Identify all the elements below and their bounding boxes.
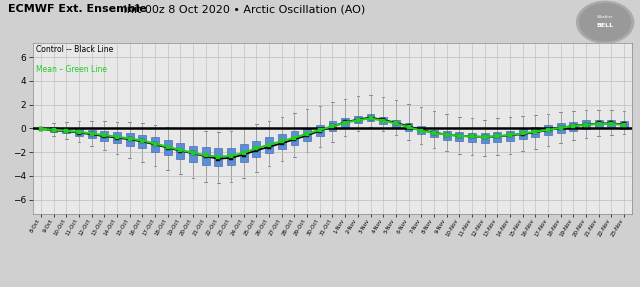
Bar [62, 128, 70, 133]
Text: Control -- Black Line: Control -- Black Line [36, 45, 113, 54]
Bar [151, 137, 159, 152]
Bar [125, 133, 134, 146]
Bar [468, 133, 476, 142]
Bar [88, 130, 95, 138]
Bar [518, 129, 527, 139]
Bar [570, 122, 577, 131]
Text: Weather: Weather [597, 15, 613, 19]
Bar [367, 115, 374, 121]
Text: BELL: BELL [596, 23, 614, 28]
Bar [544, 125, 552, 135]
Bar [75, 129, 83, 136]
Bar [316, 125, 324, 136]
Bar [177, 143, 184, 159]
Bar [607, 120, 615, 128]
Bar [430, 130, 438, 137]
Bar [303, 129, 311, 141]
Bar [37, 128, 45, 129]
Bar [443, 131, 451, 140]
Bar [531, 127, 540, 137]
Bar [455, 132, 463, 141]
Bar [620, 121, 628, 129]
Bar [240, 144, 248, 162]
Text: ECMWF Ext. Ensemble: ECMWF Ext. Ensemble [8, 4, 147, 14]
Bar [341, 118, 349, 127]
Bar [50, 127, 58, 132]
Bar [328, 121, 337, 131]
Bar [253, 141, 260, 157]
Bar [164, 140, 172, 155]
Text: Mean – Green Line: Mean – Green Line [36, 65, 108, 74]
Bar [291, 131, 298, 145]
Bar [278, 134, 285, 149]
Bar [354, 116, 362, 123]
Bar [138, 135, 147, 148]
Bar [595, 120, 603, 128]
Circle shape [580, 3, 630, 41]
Bar [506, 131, 514, 141]
Bar [557, 123, 564, 133]
Bar [189, 146, 197, 162]
Circle shape [577, 1, 634, 43]
Bar [481, 133, 488, 143]
Bar [100, 131, 108, 141]
Bar [404, 123, 412, 131]
Bar [392, 120, 400, 127]
Bar [113, 132, 121, 143]
Bar [380, 117, 387, 124]
Bar [417, 126, 425, 134]
Bar [214, 148, 222, 166]
Bar [582, 120, 590, 129]
Bar [227, 148, 235, 165]
Bar [493, 132, 501, 142]
Bar [202, 147, 210, 165]
Bar [265, 137, 273, 153]
Text: Init 00z 8 Oct 2020 • Arctic Oscillation (AO): Init 00z 8 Oct 2020 • Arctic Oscillation… [120, 4, 365, 14]
